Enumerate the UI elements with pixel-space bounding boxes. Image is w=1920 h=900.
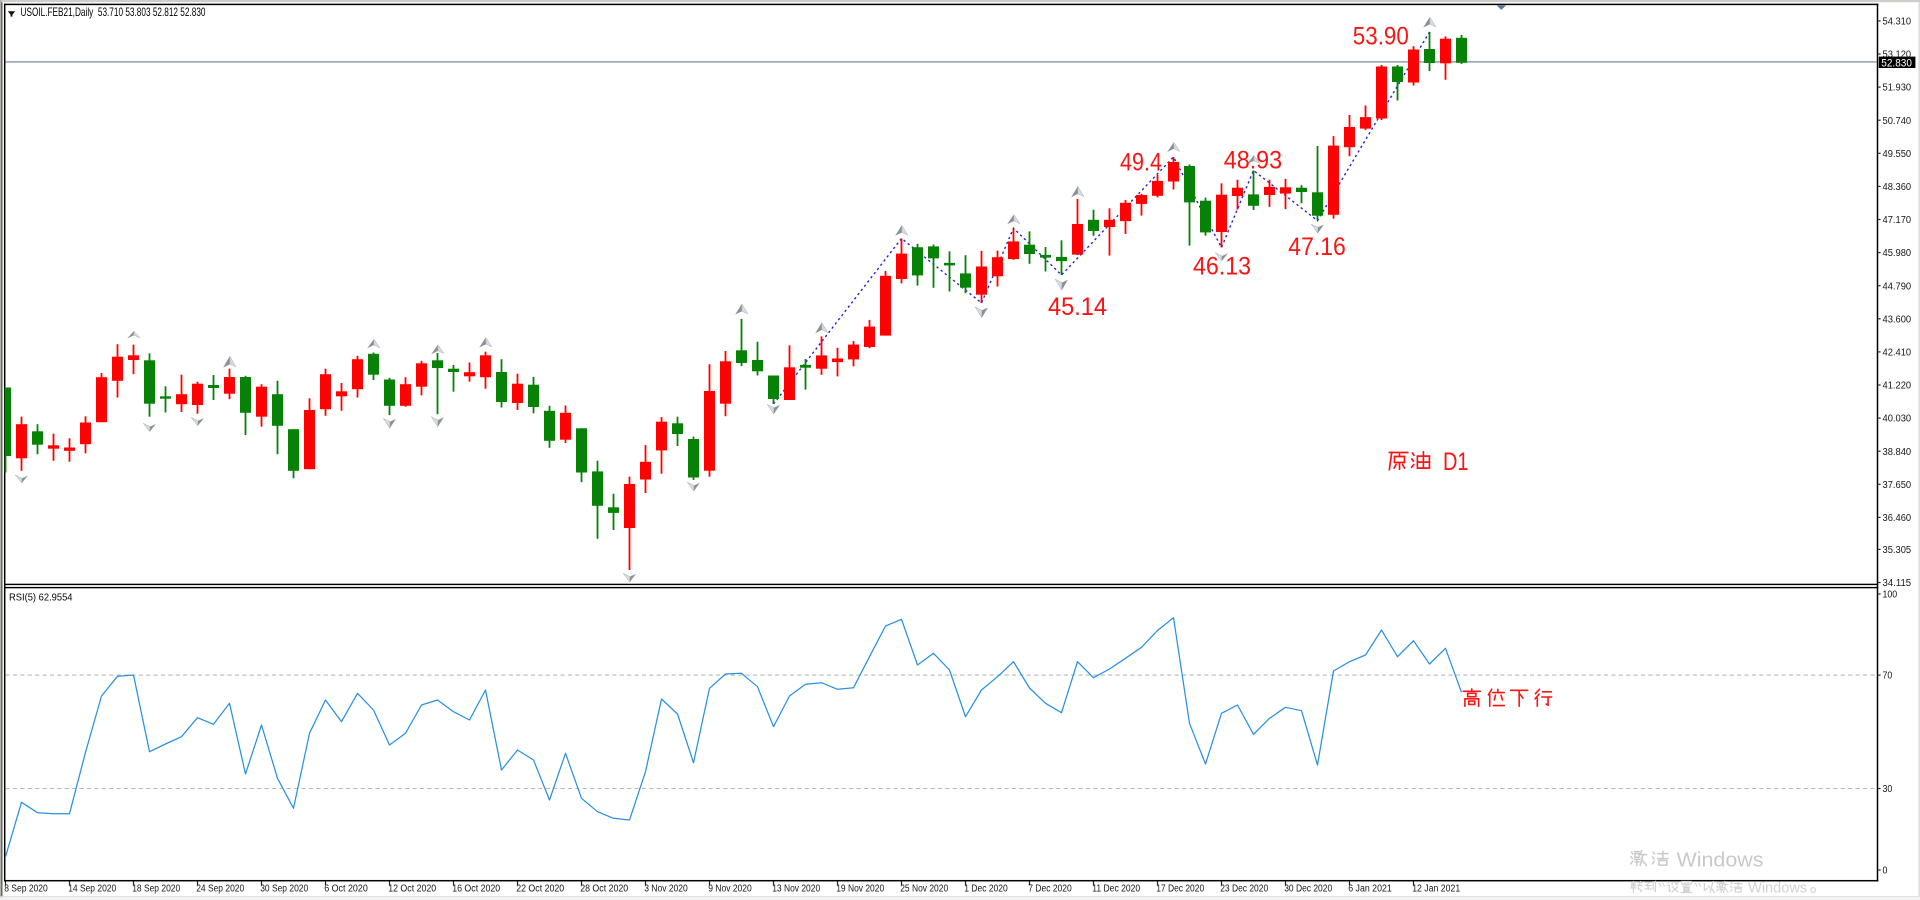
svg-text:D1: D1: [1443, 448, 1469, 476]
svg-text:USOIL.FEB21,Daily 53.710 53.8: USOIL.FEB21,Daily 53.710 53.803 52.812 5…: [21, 5, 206, 19]
svg-text:35.305: 35.305: [1883, 545, 1912, 556]
svg-text:50.740: 50.740: [1883, 116, 1912, 127]
svg-text:46.13: 46.13: [1193, 253, 1251, 281]
svg-text:30 Dec 2020: 30 Dec 2020: [1284, 884, 1332, 895]
svg-text:Windows: Windows: [1677, 848, 1764, 871]
svg-text:48.360: 48.360: [1883, 182, 1912, 193]
svg-text:48.93: 48.93: [1224, 147, 1283, 175]
svg-text:22 Oct 2020: 22 Oct 2020: [516, 884, 564, 895]
svg-text:Windows: Windows: [1748, 881, 1807, 897]
svg-text:47.16: 47.16: [1288, 233, 1346, 261]
svg-text:45.980: 45.980: [1883, 248, 1912, 259]
svg-text:42.410: 42.410: [1883, 348, 1912, 359]
svg-text:24 Sep 2020: 24 Sep 2020: [196, 884, 244, 895]
svg-text:30: 30: [1883, 784, 1893, 795]
svg-text:13 Nov 2020: 13 Nov 2020: [772, 884, 820, 895]
svg-text:37.650: 37.650: [1883, 480, 1912, 491]
svg-text:34.115: 34.115: [1883, 578, 1912, 589]
svg-text:6 Oct 2020: 6 Oct 2020: [324, 884, 368, 895]
svg-text:53.90: 53.90: [1353, 22, 1409, 50]
svg-text:38.840: 38.840: [1883, 447, 1912, 458]
svg-text:18 Sep 2020: 18 Sep 2020: [132, 884, 180, 895]
svg-text:16 Oct 2020: 16 Oct 2020: [452, 884, 500, 895]
svg-text:RSI(5) 62.9554: RSI(5) 62.9554: [9, 591, 73, 603]
svg-text:41.220: 41.220: [1883, 381, 1912, 392]
svg-text:25 Nov 2020: 25 Nov 2020: [900, 884, 948, 895]
svg-text:0: 0: [1883, 866, 1888, 877]
svg-text:19 Nov 2020: 19 Nov 2020: [836, 884, 884, 895]
svg-text:8 Sep 2020: 8 Sep 2020: [4, 884, 48, 895]
svg-text:45.14: 45.14: [1048, 293, 1107, 321]
svg-text:52.830: 52.830: [1881, 57, 1912, 69]
svg-text:9 Nov 2020: 9 Nov 2020: [708, 884, 752, 895]
svg-text:51.930: 51.930: [1883, 83, 1912, 94]
svg-text:14 Sep 2020: 14 Sep 2020: [68, 884, 116, 895]
svg-text:44.790: 44.790: [1883, 281, 1912, 292]
svg-text:6 Jan 2021: 6 Jan 2021: [1348, 884, 1392, 895]
svg-text:3 Nov 2020: 3 Nov 2020: [644, 884, 688, 895]
svg-text:49.4: 49.4: [1120, 149, 1162, 177]
svg-text:1 Dec 2020: 1 Dec 2020: [964, 884, 1008, 895]
svg-text:7 Dec 2020: 7 Dec 2020: [1028, 884, 1072, 895]
svg-text:70: 70: [1883, 671, 1893, 682]
svg-text:11 Dec 2020: 11 Dec 2020: [1092, 884, 1140, 895]
svg-text:47.170: 47.170: [1883, 215, 1912, 226]
svg-text:36.460: 36.460: [1883, 513, 1912, 524]
svg-text:23 Dec 2020: 23 Dec 2020: [1220, 884, 1268, 895]
svg-text:28 Oct 2020: 28 Oct 2020: [580, 884, 628, 895]
svg-text:40.030: 40.030: [1883, 414, 1912, 425]
svg-text:30 Sep 2020: 30 Sep 2020: [260, 884, 308, 895]
svg-text:100: 100: [1883, 590, 1898, 601]
svg-text:12 Oct 2020: 12 Oct 2020: [388, 884, 436, 895]
svg-text:54.310: 54.310: [1883, 17, 1912, 28]
svg-text:49.550: 49.550: [1883, 149, 1912, 160]
svg-text:12 Jan 2021: 12 Jan 2021: [1412, 884, 1460, 895]
svg-text:17 Dec 2020: 17 Dec 2020: [1156, 884, 1204, 895]
svg-text:53.120: 53.120: [1883, 50, 1912, 61]
svg-text:43.600: 43.600: [1883, 314, 1912, 325]
